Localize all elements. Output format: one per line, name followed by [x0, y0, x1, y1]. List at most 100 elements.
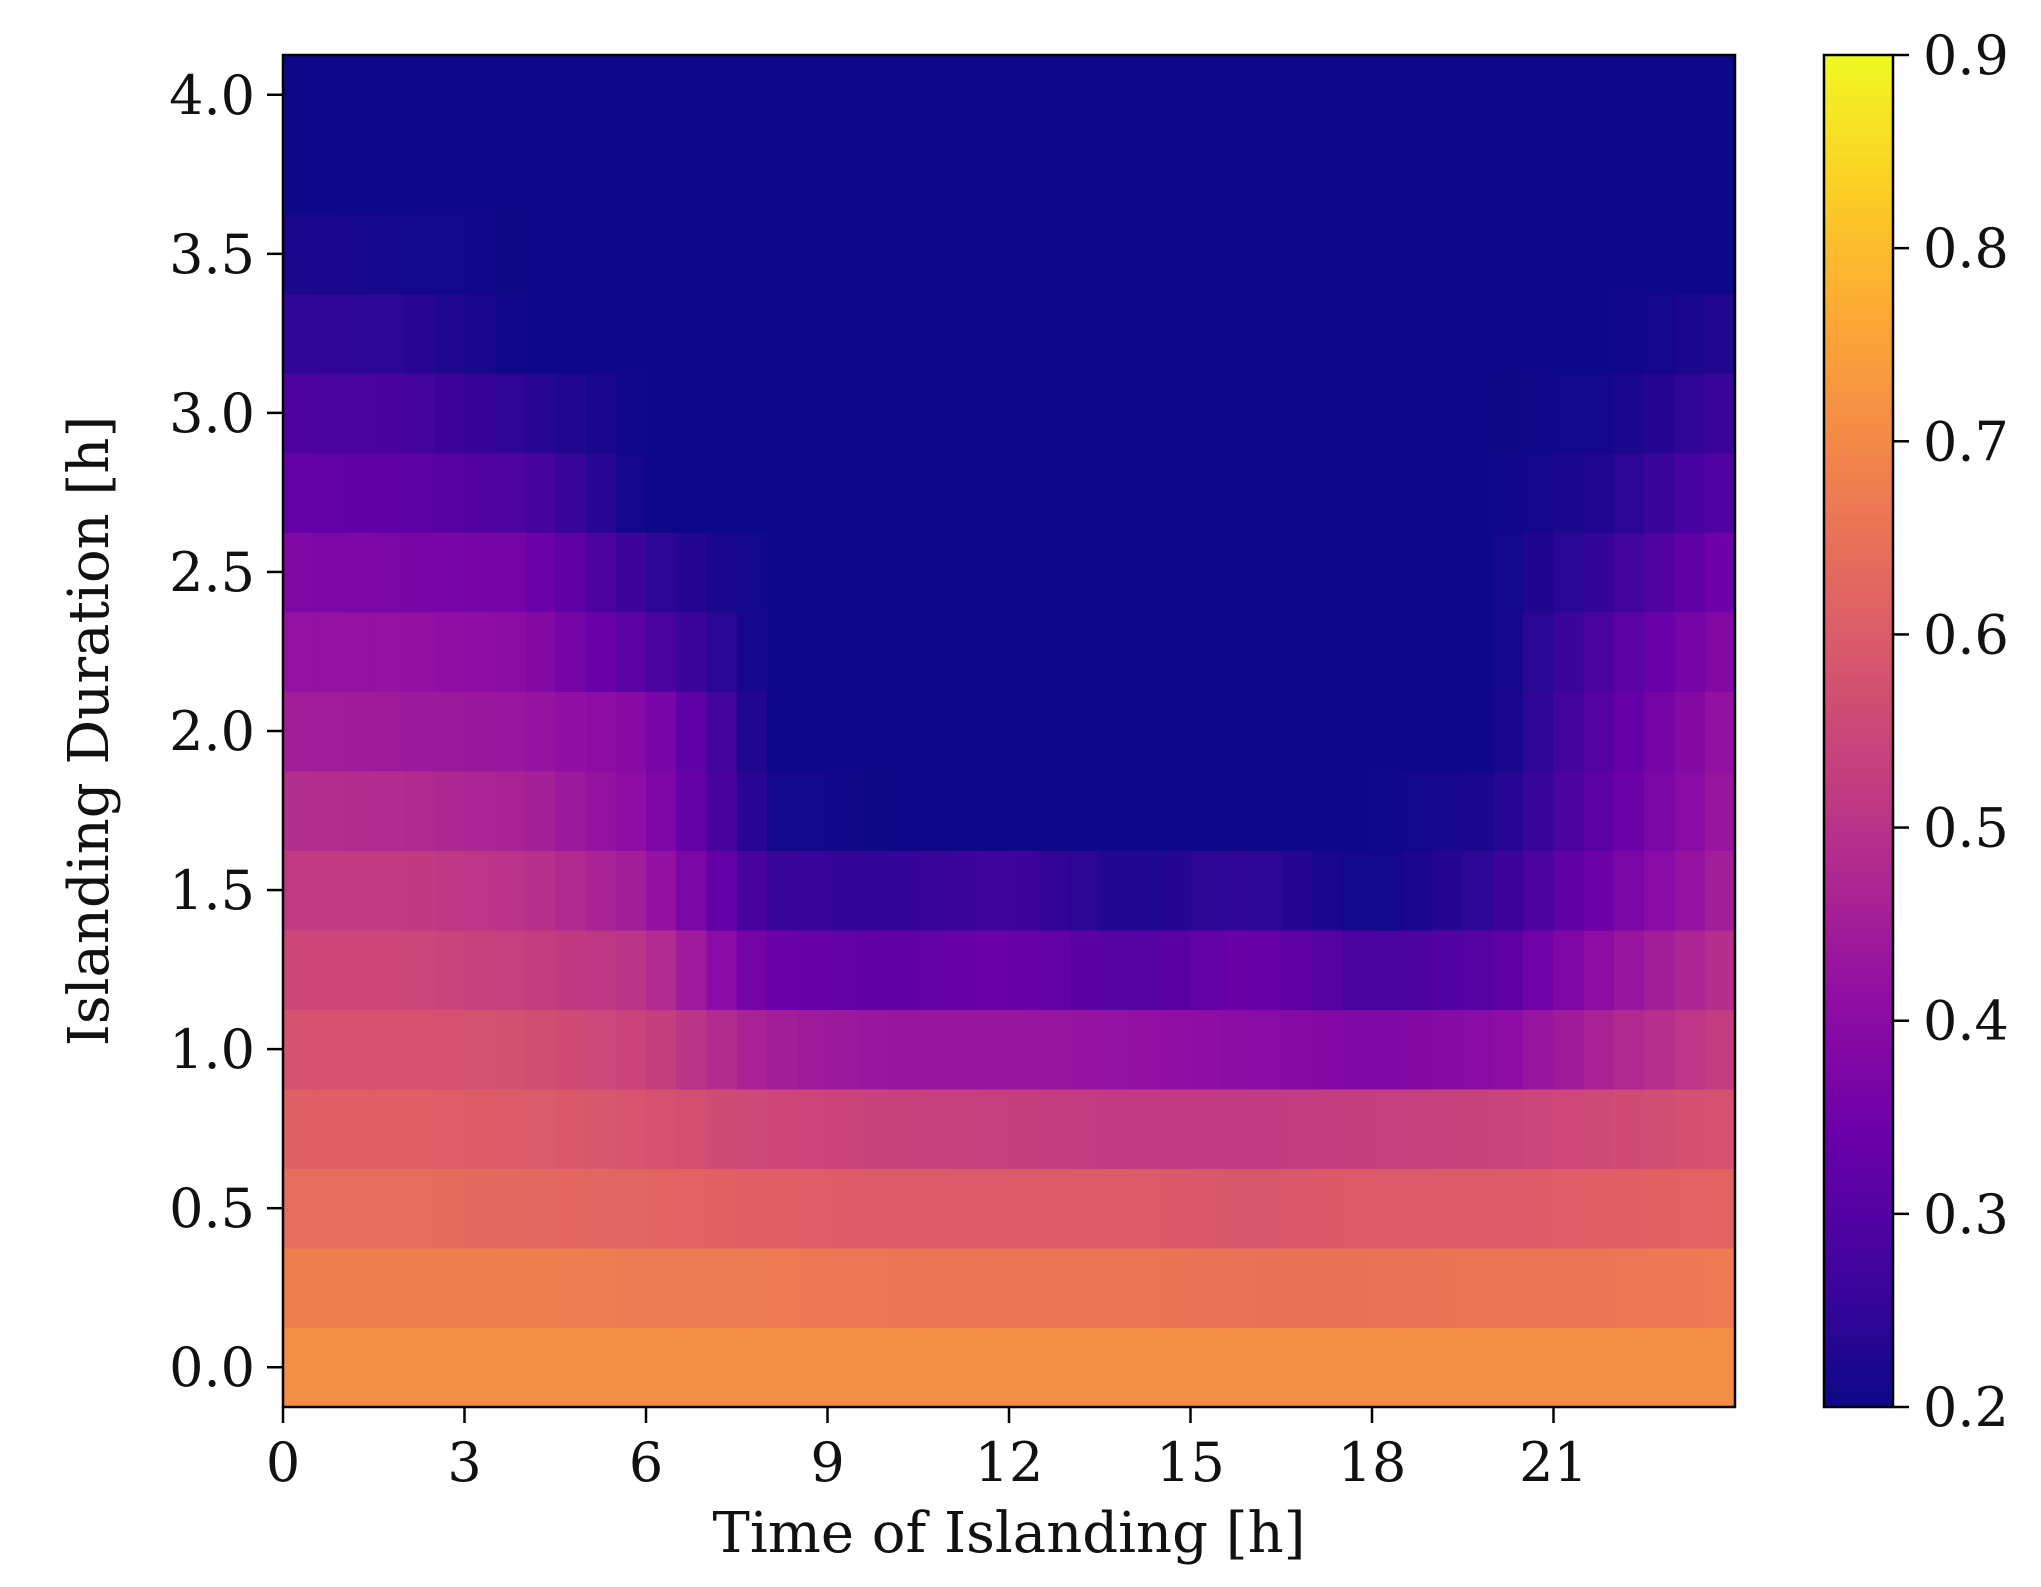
x-axis-label: Time of Islanding [h]: [712, 1501, 1305, 1566]
heatmap-cell: [1190, 611, 1222, 692]
heatmap-cell: [1039, 1327, 1071, 1408]
y-tick-label: 0.5: [169, 1177, 255, 1240]
heatmap-cell: [948, 611, 980, 692]
heatmap-cell: [615, 1327, 647, 1408]
heatmap-cell: [888, 1168, 919, 1249]
heatmap-cell: [1372, 1088, 1403, 1170]
heatmap-cell: [646, 691, 677, 772]
heatmap-cell: [1130, 134, 1161, 215]
heatmap-cell: [494, 691, 526, 772]
heatmap-cell: [1614, 452, 1645, 533]
heatmap-cell: [1372, 1327, 1403, 1408]
heatmap-cell: [676, 929, 708, 1010]
heatmap-cell: [1583, 1327, 1615, 1408]
heatmap-cell: [313, 532, 345, 613]
heatmap-cell: [1220, 691, 1252, 772]
heatmap-cell: [1130, 293, 1161, 374]
heatmap-cell: [676, 611, 708, 692]
heatmap-cell: [918, 55, 950, 136]
heatmap-cell: [373, 691, 405, 772]
heatmap-cell: [736, 1009, 768, 1090]
heatmap-cell: [1009, 1247, 1040, 1329]
heatmap-cell: [646, 1088, 677, 1170]
heatmap-cell: [827, 1247, 859, 1329]
heatmap-cell: [1190, 850, 1222, 931]
heatmap-cell: [1462, 850, 1494, 931]
heatmap-cell: [888, 134, 919, 215]
heatmap-cell: [706, 134, 738, 215]
heatmap-cell: [555, 293, 587, 374]
heatmap-cell: [1009, 850, 1040, 931]
heatmap-cell: [1099, 214, 1131, 295]
heatmap-cell: [1644, 532, 1676, 613]
heatmap-cell: [1341, 850, 1373, 931]
heatmap-cell: [1099, 532, 1131, 613]
heatmap-cell: [1009, 691, 1040, 772]
y-tick-label: 2.5: [169, 541, 255, 604]
colorbar: 0.2 0.3 0.4 0.5 0.6 0.7 0.8 0.9: [1822, 24, 2009, 1439]
heatmap-cell: [434, 214, 466, 295]
heatmap-cell: [464, 1168, 496, 1249]
heatmap-cell: [525, 929, 556, 1010]
heatmap-cell: [494, 929, 526, 1010]
heatmap-cell: [1009, 214, 1040, 295]
heatmap-cell: [827, 611, 859, 692]
heatmap-cell: [555, 452, 587, 533]
heatmap-cell: [1553, 611, 1585, 692]
heatmap-cell: [1493, 214, 1524, 295]
heatmap-cell: [1614, 532, 1645, 613]
heatmap-cell: [585, 373, 617, 454]
heatmap-cell: [1614, 214, 1645, 295]
heatmap-cell: [1523, 850, 1555, 931]
heatmap-cell: [1341, 770, 1373, 851]
heatmap-cell: [1311, 532, 1343, 613]
heatmap-cell: [1553, 452, 1585, 533]
y-tick-label: 0.0: [169, 1336, 255, 1399]
heatmap-cell: [1341, 532, 1373, 613]
heatmap-cell: [1704, 134, 1736, 215]
heatmap-cell: [615, 134, 647, 215]
heatmap-cell: [373, 293, 405, 374]
heatmap-cell: [1462, 929, 1494, 1010]
heatmap-cell: [888, 929, 919, 1010]
x-tick-label: 21: [1519, 1431, 1588, 1494]
heatmap-cell: [1674, 1247, 1706, 1329]
heatmap-cell: [1039, 770, 1071, 851]
heatmap-cell: [1402, 452, 1434, 533]
heatmap-cell: [1402, 770, 1434, 851]
x-tick-label: 6: [629, 1431, 663, 1494]
heatmap-cell: [736, 850, 768, 931]
heatmap-cell: [1553, 850, 1585, 931]
heatmap-cell: [555, 691, 587, 772]
heatmap-cell: [978, 452, 1010, 533]
heatmap-cell: [1553, 929, 1585, 1010]
heatmap-cell: [1372, 1247, 1403, 1329]
heatmap-cell: [373, 55, 405, 136]
heatmap-cell: [827, 1088, 859, 1170]
heatmap-cell: [1130, 691, 1161, 772]
heatmap-cell: [978, 1168, 1010, 1249]
heatmap-cell: [1099, 770, 1131, 851]
heatmap-cell: [706, 293, 738, 374]
heatmap-cell: [494, 1009, 526, 1090]
heatmap-cell: [283, 134, 314, 215]
heatmap-cell: [1281, 770, 1313, 851]
heatmap-cell: [1402, 850, 1434, 931]
heatmap-cell: [736, 929, 768, 1010]
heatmap-cell: [706, 532, 738, 613]
heatmap-cell: [646, 1327, 677, 1408]
heatmap-cell: [313, 293, 345, 374]
heatmap-cell: [1704, 929, 1736, 1010]
heatmap-cell: [1069, 452, 1101, 533]
heatmap-cell: [555, 1247, 587, 1329]
heatmap-cell: [555, 850, 587, 931]
heatmap-cell: [1614, 373, 1645, 454]
heatmap-cell: [434, 1168, 466, 1249]
heatmap-cell: [646, 1168, 677, 1249]
heatmap-cell: [1704, 373, 1736, 454]
heatmap-cell: [283, 1168, 314, 1249]
heatmap-cell: [1462, 373, 1494, 454]
heatmap-cell: [736, 532, 768, 613]
heatmap-cell: [797, 293, 829, 374]
heatmap-cell: [1341, 1088, 1373, 1170]
